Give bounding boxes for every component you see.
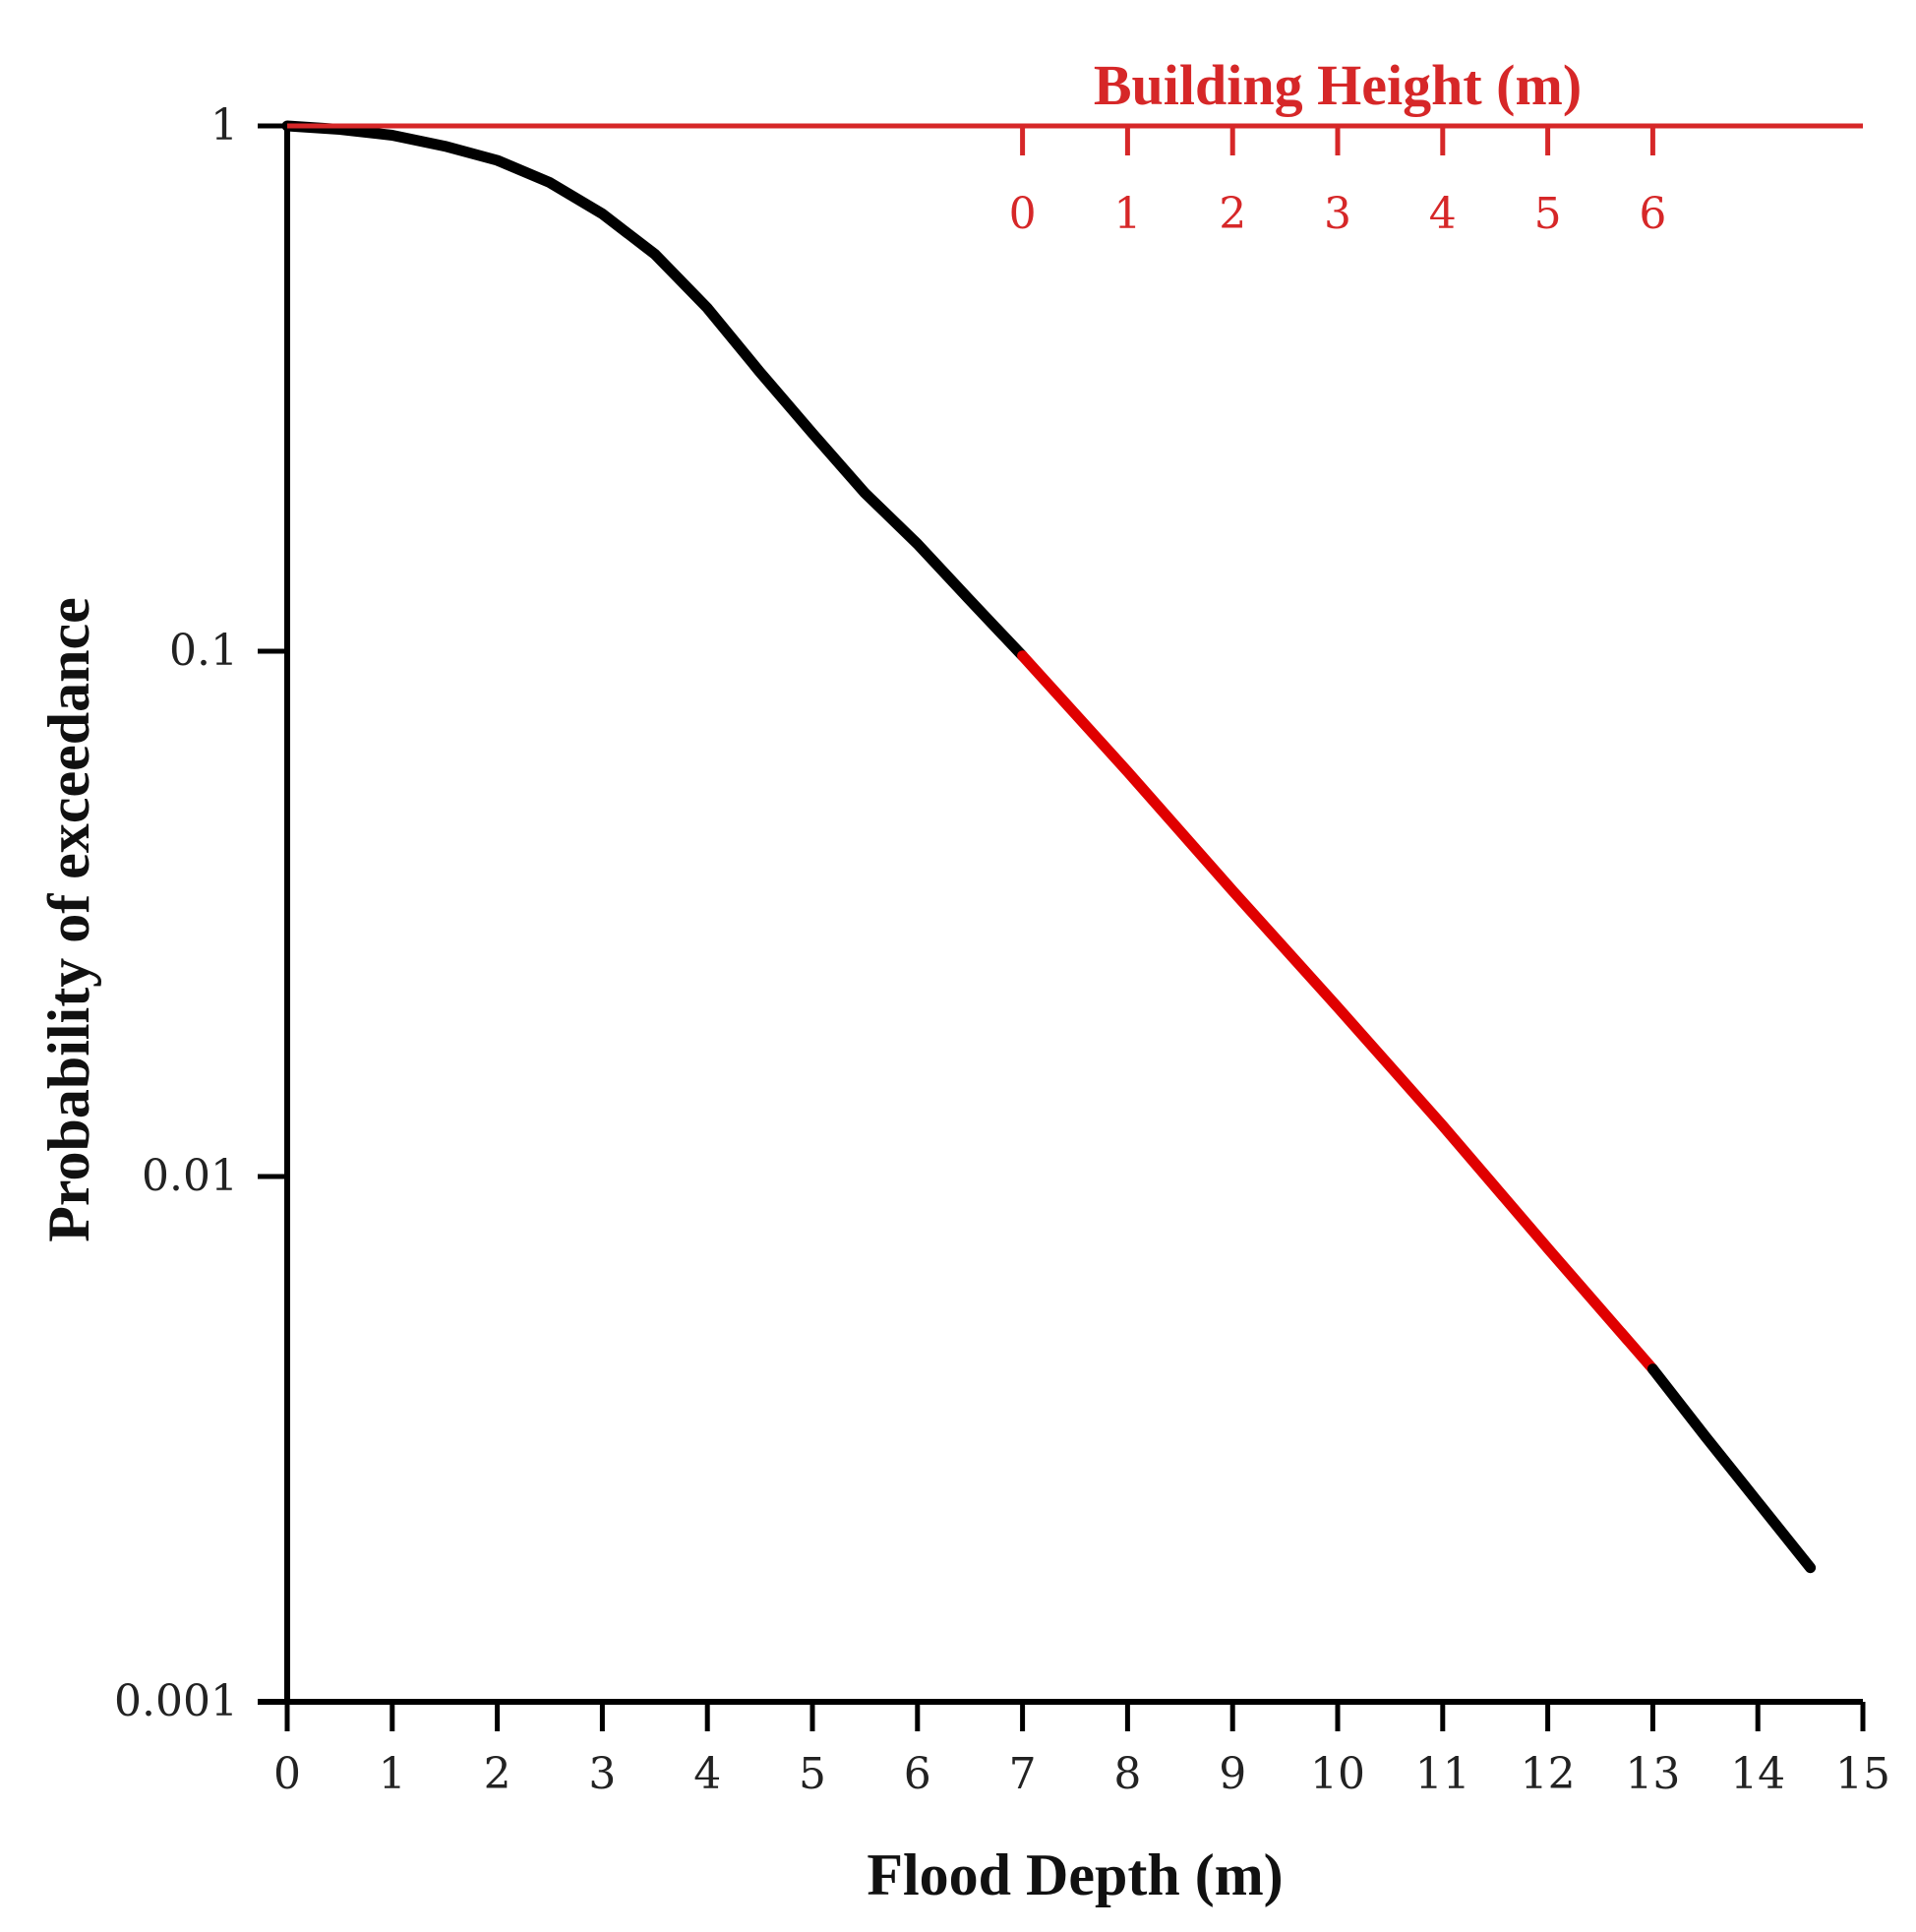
x-tick-label: 7 (1009, 1749, 1037, 1799)
y-tick-label: 0.01 (142, 1151, 238, 1201)
y-axis-title: Probability of exceedance (36, 597, 101, 1241)
axes (258, 123, 1863, 1705)
x-tick-label: 6 (904, 1749, 931, 1799)
plot-area (281, 120, 1817, 1574)
building-height-axis: 0 1 2 3 4 5 6 (1009, 126, 1666, 239)
x-tick-label: 0 (273, 1749, 301, 1799)
building-height-tick-label: 4 (1429, 189, 1457, 239)
x-tick-label: 2 (484, 1749, 511, 1799)
building-height-tick-label: 3 (1324, 189, 1351, 239)
x-axis-title: Flood Depth (m) (867, 1842, 1283, 1907)
building-height-tick-label: 2 (1219, 189, 1246, 239)
building-height-tick-label: 0 (1009, 189, 1037, 239)
x-tick-label: 14 (1730, 1749, 1785, 1799)
building-height-tick-label: 6 (1639, 189, 1666, 239)
x-tick-label: 10 (1310, 1749, 1365, 1799)
y-tick-label: 0.1 (169, 626, 238, 676)
building-height-tick-label: 5 (1534, 189, 1562, 239)
y-tick-label: 1 (210, 100, 238, 151)
building-height-tick-label: 1 (1113, 189, 1141, 239)
building-height-title: Building Height (m) (1094, 53, 1582, 117)
y-axis-ticks: 1 0.1 0.01 0.001 (114, 100, 287, 1726)
curve-segment-lower (281, 120, 1029, 662)
curve-segment-building-height (1017, 650, 1658, 1375)
curve-segment-upper (1647, 1363, 1817, 1574)
x-tick-label: 4 (693, 1749, 721, 1799)
x-tick-label: 9 (1219, 1749, 1246, 1799)
x-tick-label: 3 (588, 1749, 616, 1799)
y-tick-label: 0.001 (114, 1676, 238, 1726)
x-tick-label: 12 (1521, 1749, 1576, 1799)
x-tick-label: 8 (1113, 1749, 1141, 1799)
x-tick-label: 11 (1415, 1749, 1470, 1799)
x-tick-label: 13 (1625, 1749, 1680, 1799)
x-axis-ticks: 0 1 2 3 4 5 6 7 8 9 10 11 12 13 14 15 (273, 1702, 1890, 1799)
x-tick-label: 15 (1835, 1749, 1890, 1799)
x-tick-label: 5 (799, 1749, 826, 1799)
x-tick-label: 1 (379, 1749, 406, 1799)
